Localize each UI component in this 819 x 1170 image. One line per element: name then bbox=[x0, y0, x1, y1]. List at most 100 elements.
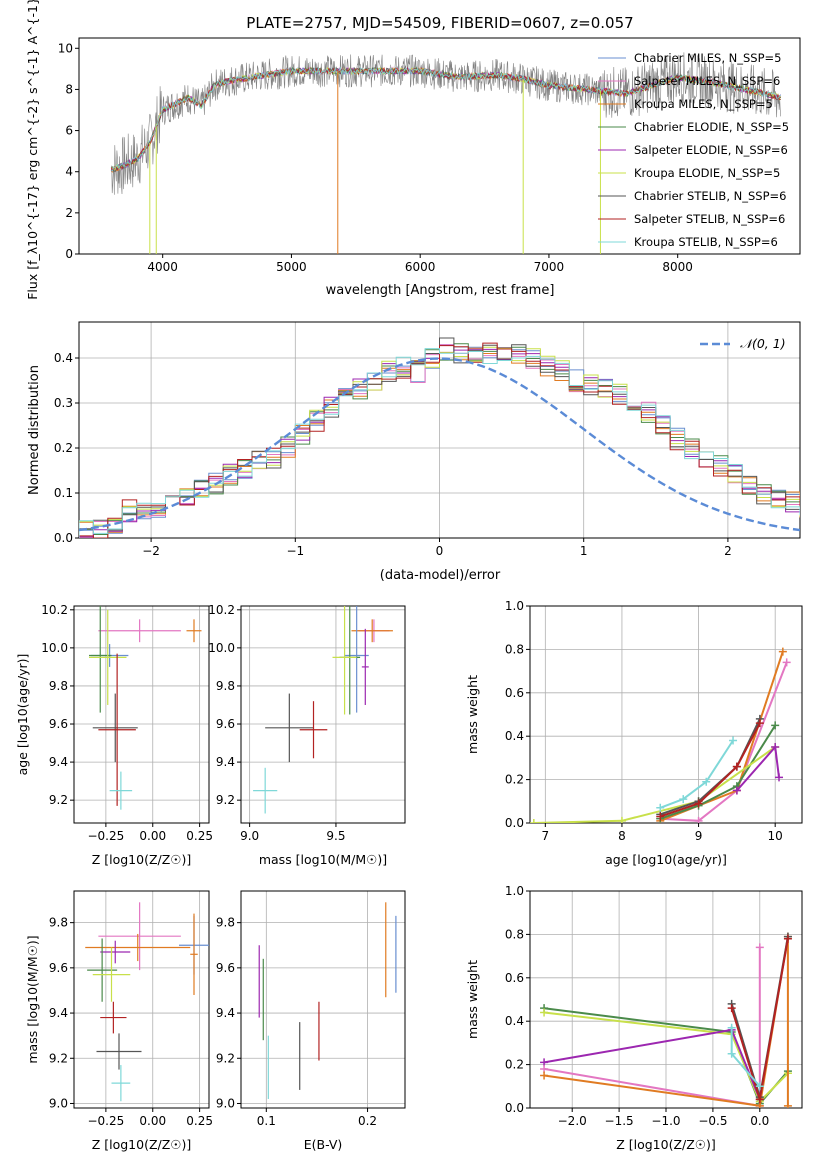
weight-marker bbox=[755, 1095, 764, 1104]
weight-line bbox=[659, 739, 734, 809]
y-tick-label: 8 bbox=[65, 82, 73, 96]
histogram-step bbox=[79, 344, 800, 538]
spectrum-lines bbox=[110, 52, 782, 254]
y-tick-label: 10.0 bbox=[41, 641, 68, 655]
weight-marker bbox=[778, 647, 787, 656]
x-tick-label: 0.1 bbox=[257, 1114, 276, 1128]
x-axis-label: Z [log10(Z/Z☉)] bbox=[92, 852, 192, 867]
weight-marker bbox=[540, 1008, 549, 1017]
axes-2 bbox=[74, 606, 209, 823]
histogram-step bbox=[79, 346, 800, 538]
y-tick-label: 9.4 bbox=[216, 755, 235, 769]
x-tick-label: 2 bbox=[724, 544, 732, 558]
data-spectrum bbox=[110, 52, 781, 195]
normal-curve bbox=[79, 357, 800, 532]
weight-lines bbox=[530, 647, 791, 823]
histogram-step bbox=[79, 337, 800, 538]
legend-label: Kroupa STELIB, N_SSP=6 bbox=[634, 235, 778, 249]
histograms bbox=[79, 337, 800, 538]
y-tick-label: 9.6 bbox=[49, 961, 68, 975]
y-tick-label: 9.8 bbox=[49, 679, 68, 693]
axes-frame bbox=[78, 37, 801, 255]
x-tick-label: 0.00 bbox=[139, 829, 166, 843]
y-axis-label: mass weight bbox=[465, 675, 480, 754]
histogram-step bbox=[79, 348, 800, 538]
histogram-step bbox=[79, 346, 800, 538]
legend-label: Kroupa ELODIE, N_SSP=5 bbox=[634, 166, 780, 180]
weight-marker bbox=[771, 743, 780, 752]
y-tick-label: 0.2 bbox=[505, 773, 524, 787]
x-axis-label: wavelength [Angstrom, rest frame] bbox=[326, 283, 555, 298]
weight-marker bbox=[694, 799, 703, 808]
y-tick-label: 0.2 bbox=[505, 1058, 524, 1072]
y-tick-label: 0.0 bbox=[505, 1101, 524, 1115]
model-spectrum-line bbox=[110, 66, 781, 171]
y-tick-label: 10.0 bbox=[208, 641, 235, 655]
y-tick-label: 9.2 bbox=[49, 1051, 68, 1065]
x-axis-label: age [log10(age/yr)] bbox=[605, 852, 727, 867]
axes-3 bbox=[241, 606, 405, 823]
axes-frame bbox=[529, 605, 803, 824]
y-tick-label: 0.0 bbox=[54, 531, 73, 545]
y-tick-label: 0 bbox=[65, 247, 73, 261]
y-tick-label: 2 bbox=[65, 206, 73, 220]
chart-title: PLATE=2757, MJD=54509, FIBERID=0607, z=0… bbox=[246, 14, 633, 32]
y-tick-label: 0.2 bbox=[54, 441, 73, 455]
y-tick-label: 0.4 bbox=[505, 1014, 524, 1028]
y-tick-label: 9.4 bbox=[216, 1006, 235, 1020]
x-tick-label: −1.5 bbox=[605, 1114, 634, 1128]
axes-5 bbox=[74, 891, 209, 1108]
x-tick-label: 9 bbox=[695, 829, 703, 843]
y-axis-label: age [log10(age/yr)] bbox=[15, 654, 30, 776]
y-axis-label: mass weight bbox=[465, 960, 480, 1039]
weight-marker bbox=[782, 658, 791, 667]
weight-marker bbox=[727, 1023, 736, 1032]
weight-marker bbox=[727, 1004, 736, 1013]
y-tick-label: 0.4 bbox=[54, 351, 73, 365]
axes-7 bbox=[530, 890, 802, 1109]
histogram-step bbox=[79, 344, 800, 538]
x-tick-label: −1 bbox=[286, 544, 304, 558]
y-tick-label: 10 bbox=[58, 41, 73, 55]
y-tick-label: 9.0 bbox=[216, 1096, 235, 1110]
weight-marker bbox=[771, 721, 780, 730]
y-tick-label: 9.2 bbox=[216, 793, 235, 807]
weight-marker bbox=[540, 1071, 549, 1080]
legend-label: Chabrier ELODIE, N_SSP=5 bbox=[634, 120, 789, 134]
x-tick-label: 8 bbox=[618, 829, 626, 843]
legend-label: Chabrier MILES, N_SSP=5 bbox=[634, 51, 781, 65]
y-tick-label: 1.0 bbox=[505, 884, 524, 898]
y-tick-label: 0.3 bbox=[54, 396, 73, 410]
weight-marker bbox=[755, 943, 764, 952]
x-tick-label: −0.25 bbox=[87, 829, 124, 843]
x-axis-label: mass [log10(M/M☉)] bbox=[259, 852, 387, 867]
y-tick-label: 0.4 bbox=[505, 729, 524, 743]
y-axis-label: Normed distribution bbox=[27, 365, 42, 495]
x-tick-label: 4000 bbox=[147, 260, 178, 274]
y-tick-label: 9.2 bbox=[49, 793, 68, 807]
histogram-step bbox=[79, 342, 800, 538]
weight-marker bbox=[530, 819, 538, 823]
error-bars bbox=[85, 902, 209, 1102]
x-tick-label: 7000 bbox=[534, 260, 565, 274]
y-tick-label: 9.2 bbox=[216, 1051, 235, 1065]
y-tick-label: 10.2 bbox=[208, 603, 235, 617]
x-tick-label: 0.25 bbox=[186, 1114, 213, 1128]
error-bars bbox=[258, 902, 397, 1099]
legend-label: Kroupa MILES, N_SSP=5 bbox=[634, 97, 773, 111]
weight-marker bbox=[755, 1082, 764, 1091]
weight-marker bbox=[732, 786, 741, 795]
weight-marker bbox=[732, 762, 741, 771]
y-axis-label: mass [log10(M/M☉)] bbox=[25, 935, 40, 1063]
y-tick-label: 9.8 bbox=[216, 679, 235, 693]
x-tick-label: 9.0 bbox=[240, 829, 259, 843]
x-axis-label: Z [log10(Z/Z☉)] bbox=[92, 1137, 192, 1152]
y-tick-label: 0.1 bbox=[54, 486, 73, 500]
model-spectrum-line bbox=[111, 66, 782, 172]
weight-marker bbox=[783, 1101, 792, 1108]
x-tick-label: −0.5 bbox=[698, 1114, 727, 1128]
x-tick-label: −2.0 bbox=[558, 1114, 587, 1128]
weight-marker bbox=[755, 719, 764, 728]
axes-frame bbox=[73, 605, 210, 824]
weight-marker bbox=[656, 803, 665, 812]
